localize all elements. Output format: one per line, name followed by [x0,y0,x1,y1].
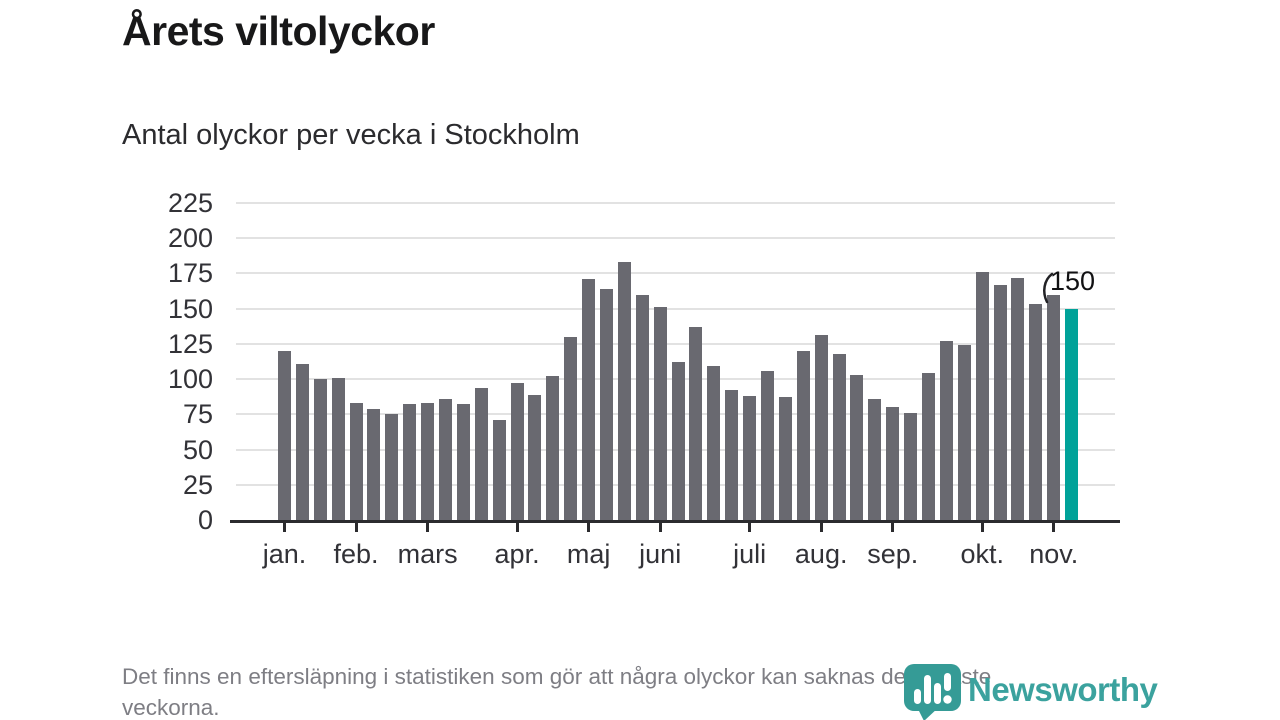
bar-week-2 [295,363,309,520]
bar-week-42 [1011,277,1025,520]
bar-week-17 [564,336,578,520]
gridline-175 [236,272,1115,275]
bar-week-37 [922,373,936,520]
y-axis-label-150: 150 [167,293,213,324]
bar-week-latest-highlight [1065,308,1079,520]
y-axis-label-125: 125 [167,328,213,359]
bar-week-1 [278,350,291,520]
bar-week-43 [1029,304,1043,520]
x-axis-tick-apr [515,520,519,532]
bar-week-19 [600,288,614,520]
bar-week-32 [832,353,846,520]
y-axis-label-100: 100 [167,364,213,395]
x-axis-label-apr: apr. [494,539,540,569]
y-axis-label-225: 225 [167,188,213,218]
y-axis-label-200: 200 [167,223,213,254]
gridline-225 [236,202,1115,204]
x-axis-tick-juni [658,520,662,532]
gridline-150 [236,307,1115,310]
bar-week-44 [1047,294,1061,520]
bar-week-31 [814,335,828,520]
x-axis-tick-mars [426,520,430,532]
chart-subtitle: Antal olyckor per vecka i Stockholm [122,119,580,151]
x-axis-tick-juli [748,520,752,532]
bar-week-40 [975,272,989,520]
x-axis-label-juni: juni [639,539,682,569]
x-axis-tick-sep [891,520,895,532]
bar-week-30 [796,350,810,520]
bar-week-29 [778,397,792,520]
x-axis-tick-jan [283,520,286,532]
x-axis-tick-okt [980,520,984,532]
gridline-200 [236,237,1115,240]
bar-week-12 [474,387,488,520]
y-axis-label-25: 25 [182,469,213,500]
x-axis-label-feb: feb. [333,539,379,569]
bar-week-16 [546,376,560,520]
bar-week-5 [349,403,363,520]
bar-chart-plot-area: jan. feb. mars apr. maj juni juli aug. sep. okt. n… [230,202,1120,569]
x-axis-tick-maj [587,520,591,532]
x-axis-label-aug: aug. [794,539,848,569]
bar-week-9 [421,403,435,520]
bar-week-18 [582,279,596,520]
y-axis-label-175: 175 [167,258,213,289]
bar-week-39 [957,345,971,520]
bar-week-7 [385,414,399,520]
x-axis-label-okt: okt. [960,539,1004,569]
bar-week-41 [993,284,1007,520]
bar-week-35 [886,407,900,520]
bar-week-8 [403,404,417,520]
bar-week-28 [761,370,775,520]
x-axis-label-mars: mars [397,539,458,569]
bar-week-25 [707,366,721,520]
bar-week-36 [904,412,918,520]
x-axis-label-juli: juli [733,539,767,569]
footer-note: Det finns en eftersläpning i statistiken… [122,664,992,720]
x-axis-tick-nov [1052,520,1056,532]
newsworthy-logo-text: Newsworthy [968,671,1158,708]
newsworthy-chart-bubble-icon [904,664,961,720]
gridline-125 [236,342,1115,345]
y-axis-label-0: 0 [197,505,213,535]
bar-week-23 [671,362,685,520]
x-axis-tick-aug [819,520,823,532]
last-value-label: 150 [1050,266,1096,296]
bar-week-33 [850,374,864,520]
bar-week-4 [331,377,345,520]
bar-week-24 [689,326,703,520]
page-title: Årets viltolyckor [122,8,435,54]
annotation-leader-line [1043,272,1054,304]
bar-week-10 [439,398,452,520]
y-axis-label-50: 50 [182,434,213,465]
bar-week-6 [367,408,381,520]
bar-week-3 [313,379,327,520]
x-axis-label-maj: maj [566,539,611,569]
x-axis-label-nov: nov. [1029,539,1079,569]
bar-week-20 [617,262,631,520]
bar-week-15 [528,394,542,520]
bar-week-13 [492,419,506,520]
x-axis-label-sep: sep. [867,539,919,569]
bar-week-11 [456,404,470,520]
bar-week-34 [868,398,882,520]
x-axis-label-jan: jan. [262,539,307,569]
bar-week-14 [510,383,524,520]
newsworthy-logo: Newsworthy [903,663,1158,720]
bar-week-27 [743,396,757,520]
y-axis-label-75: 75 [182,399,213,430]
y-axis: 0 25 50 75 100 125 150 175 200 225 [0,188,213,535]
bar-week-21 [635,294,649,520]
bar-week-38 [939,341,953,520]
bar-week-26 [725,390,739,520]
x-axis-tick-feb [354,520,358,532]
bar-week-22 [653,307,667,520]
